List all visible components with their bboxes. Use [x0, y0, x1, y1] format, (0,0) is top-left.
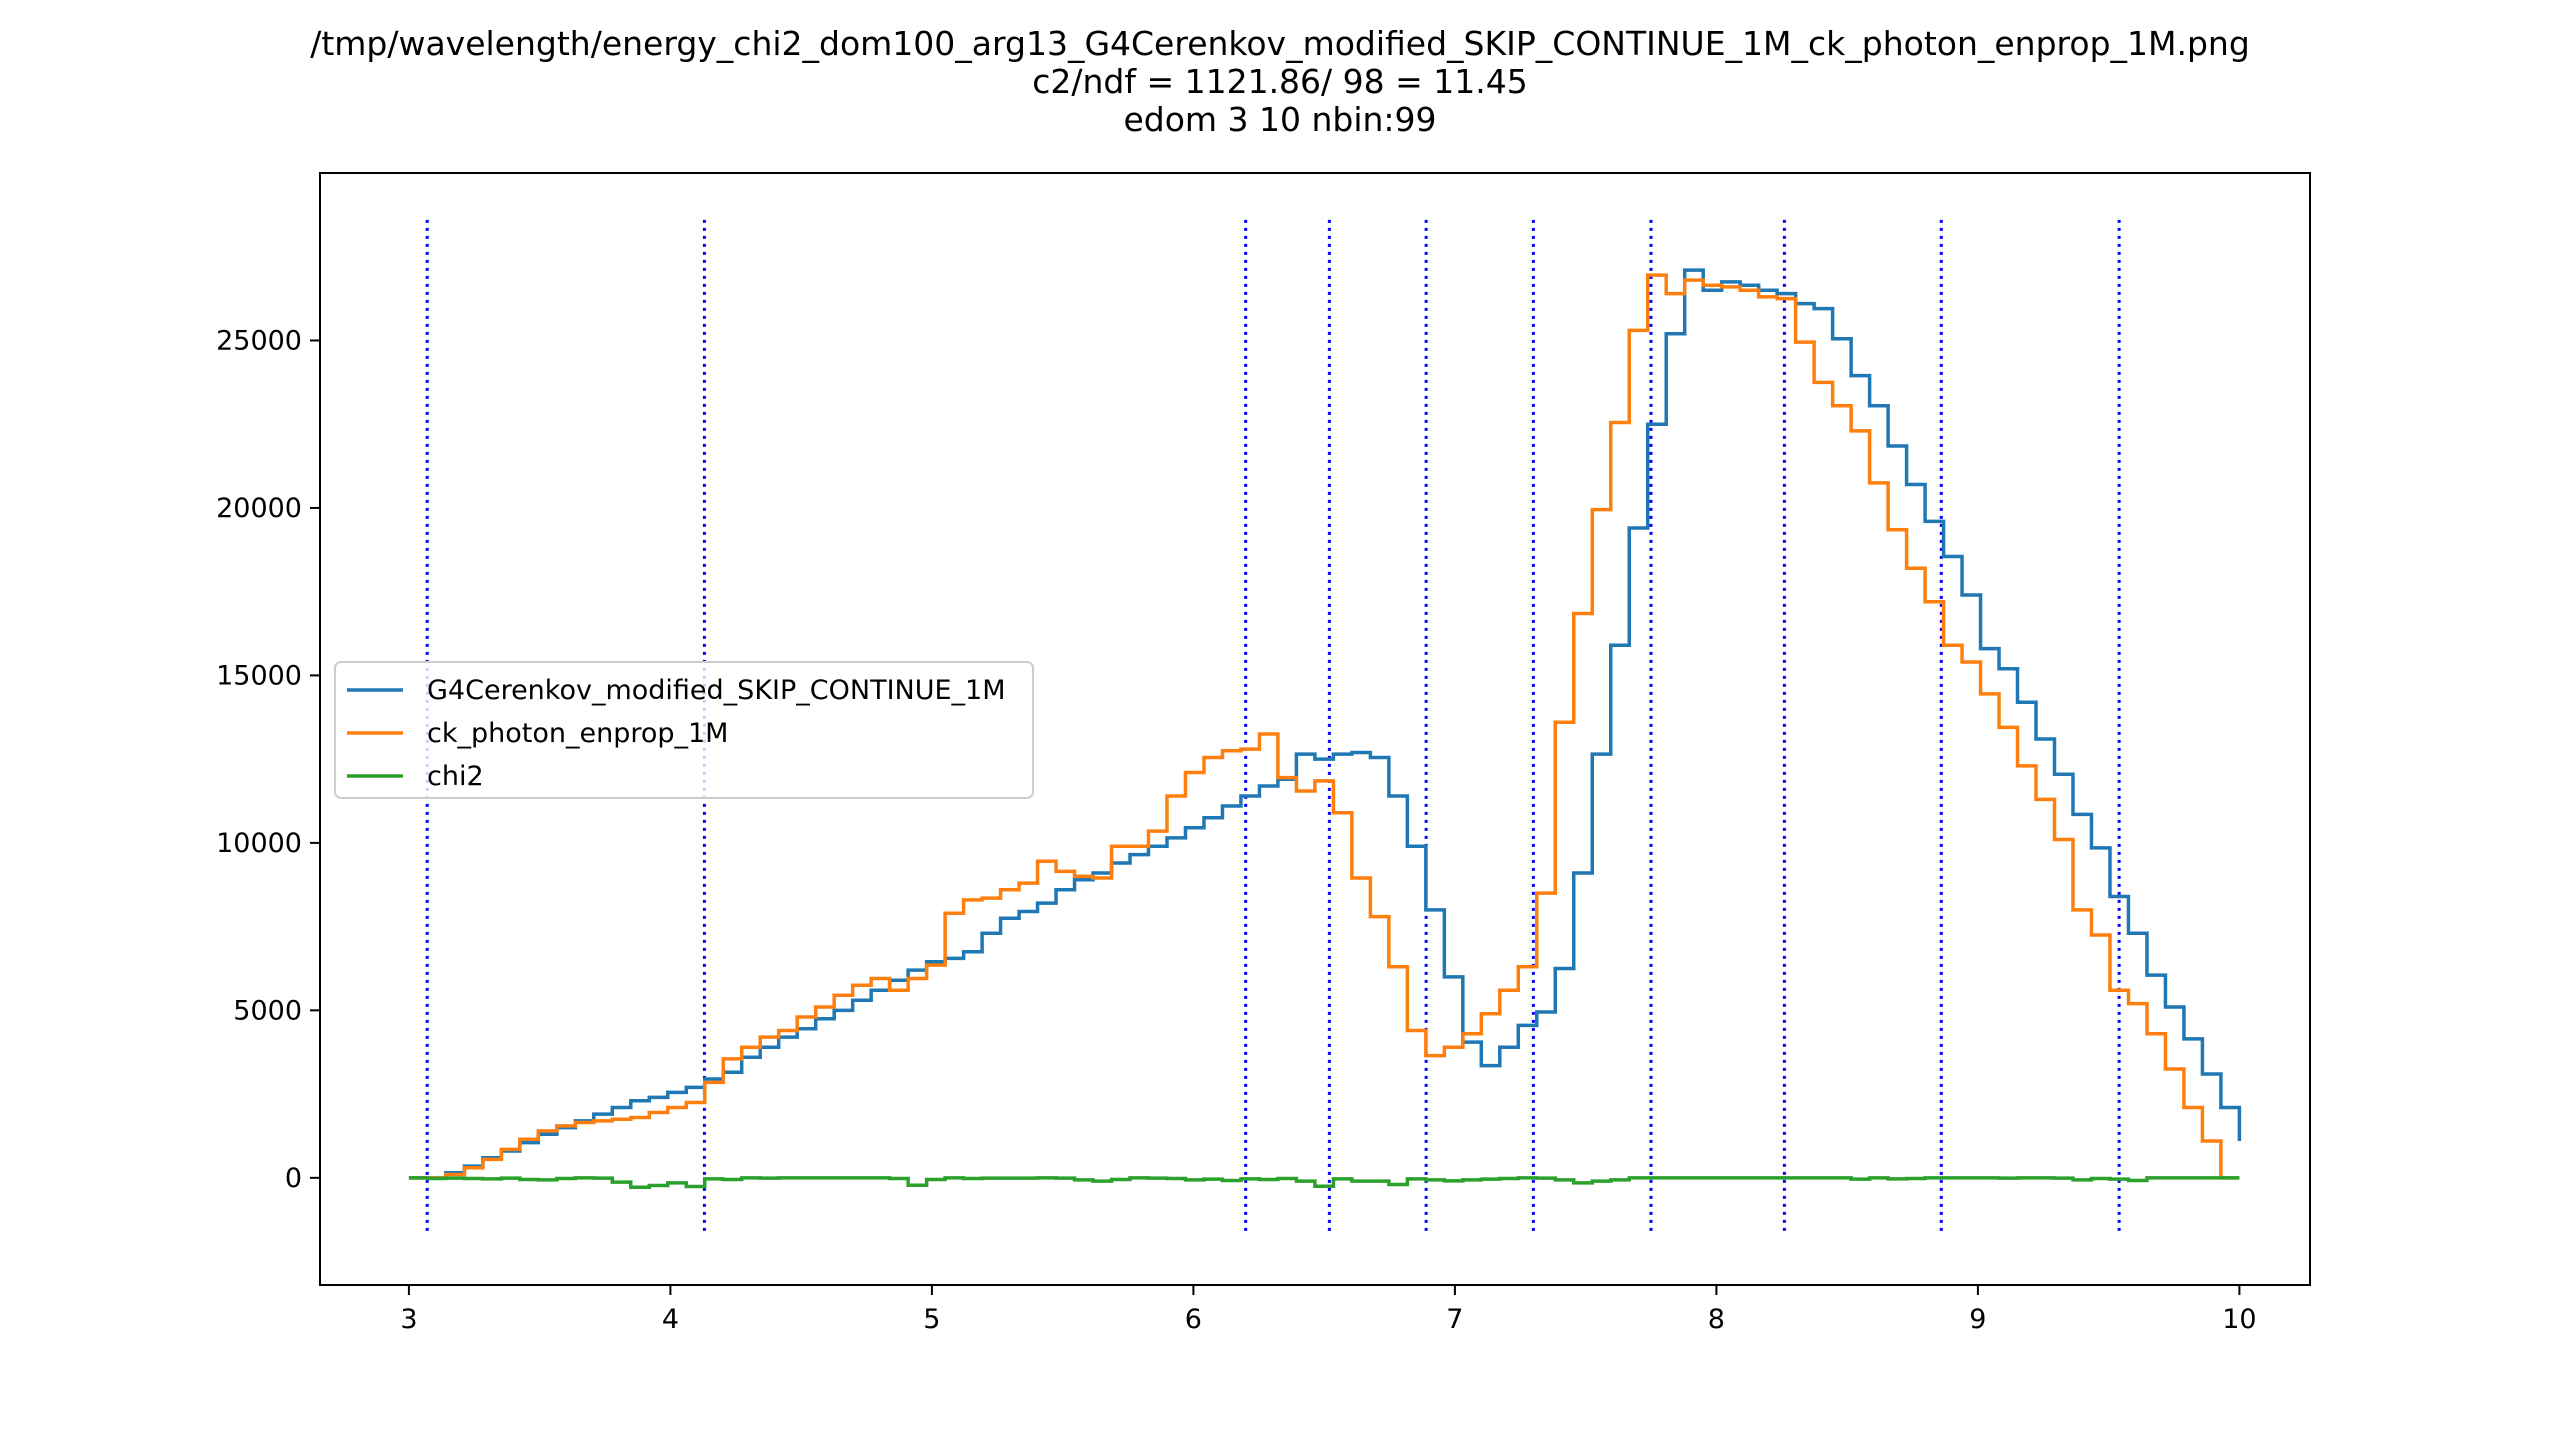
x-axis: 3 4 5 6 7 8 9 10 — [400, 1285, 2257, 1335]
legend-label-1: ck_photon_enprop_1M — [427, 718, 728, 749]
x-tick-label-1: 4 — [662, 1304, 679, 1335]
y-tick-label-4: 20000 — [216, 493, 302, 524]
chart-title: /tmp/wavelength/energy_chi2_dom100_arg13… — [310, 24, 2250, 139]
x-tick-label-7: 10 — [2222, 1304, 2256, 1335]
legend-box — [334, 661, 1034, 799]
series-line-2 — [408, 1176, 2240, 1189]
chart-title-line-2: c2/ndf = 1121.86/ 98 = 11.45 — [1032, 62, 1528, 101]
plot-area — [408, 219, 2242, 1235]
chart-title-line-3: edom 3 10 nbin:99 — [1123, 100, 1436, 139]
x-tick-label-0: 3 — [400, 1304, 417, 1335]
y-axis: 0 5000 10000 15000 20000 25000 — [216, 325, 320, 1194]
legend-label-0: G4Cerenkov_modified_SKIP_CONTINUE_1M — [427, 675, 1006, 706]
y-tick-label-2: 10000 — [216, 828, 302, 859]
vertical-markers — [425, 219, 2121, 1235]
x-tick-label-2: 5 — [923, 1304, 940, 1335]
series-line-1 — [408, 273, 2240, 1180]
legend-label-2: chi2 — [427, 761, 484, 792]
x-tick-label-3: 6 — [1185, 1304, 1202, 1335]
x-tick-label-6: 9 — [1969, 1304, 1986, 1335]
y-tick-label-0: 0 — [285, 1163, 302, 1194]
chart-title-line-1: /tmp/wavelength/energy_chi2_dom100_arg13… — [310, 24, 2250, 63]
y-tick-label-1: 5000 — [233, 995, 302, 1026]
legend: G4Cerenkov_modified_SKIP_CONTINUE_1M ck_p… — [334, 661, 1034, 799]
y-tick-label-3: 15000 — [216, 660, 302, 691]
y-tick-label-5: 25000 — [216, 325, 302, 356]
axes-frame — [319, 172, 2311, 1286]
x-tick-label-4: 7 — [1446, 1304, 1463, 1335]
x-tick-label-5: 8 — [1708, 1304, 1725, 1335]
series-lines — [408, 268, 2242, 1189]
